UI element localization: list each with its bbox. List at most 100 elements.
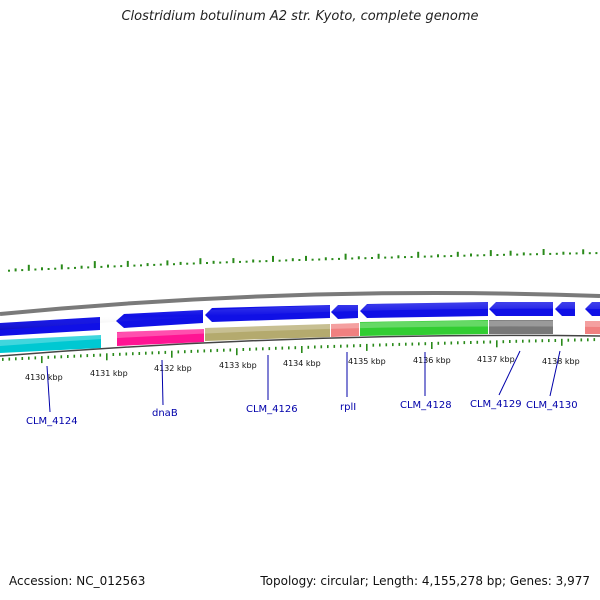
scale-tick [333, 344, 336, 348]
gc-mark [27, 264, 30, 271]
gc-mark [107, 264, 109, 268]
gc-mark [140, 264, 142, 267]
gc-mark [54, 267, 57, 270]
gc-mark [371, 257, 373, 259]
gc-mark [159, 263, 162, 266]
scale-tick [528, 339, 531, 343]
scale-tick [190, 349, 193, 353]
scale-tick [197, 349, 199, 353]
gc-mark [126, 260, 129, 267]
scale-tick [203, 349, 206, 353]
scale-tick [405, 342, 407, 346]
gene-label-dnab[interactable]: dnaB [152, 408, 178, 419]
scale-tick [275, 346, 277, 350]
map-title: Clostridium botulinum A2 str. Kyoto, com… [121, 9, 479, 24]
scale-label: 4131 kbp [90, 369, 128, 378]
gc-mark [93, 261, 96, 269]
gc-mark [166, 260, 169, 266]
scale-tick [327, 345, 329, 349]
feature-band-clm4126[interactable] [205, 324, 330, 341]
scale-tick [314, 345, 316, 349]
scale-tick [2, 357, 4, 361]
scale-tick [106, 353, 108, 361]
scale-ticks [2, 338, 596, 364]
scale-tick [255, 347, 258, 351]
scale-tick [158, 351, 160, 355]
gc-mark [509, 250, 512, 256]
gc-mark [80, 265, 83, 269]
feature-band-clm4130[interactable] [585, 321, 600, 334]
gc-mark [153, 263, 156, 266]
gc-mark [364, 257, 367, 260]
scale-tick [502, 340, 505, 344]
accession-text: Accession: NC_012563 [9, 574, 146, 588]
gc-mark [113, 265, 116, 268]
gc-mark [318, 258, 321, 261]
genome-summary-text: Topology: circular; Length: 4,155,278 bp… [260, 574, 590, 588]
scale-tick [457, 341, 459, 345]
scale-tick [431, 342, 433, 349]
scale-tick [301, 346, 303, 353]
gc-mark [14, 268, 17, 272]
scale-label: 4137 kbp [477, 355, 515, 364]
scale-tick [177, 350, 180, 354]
gc-mark [179, 261, 182, 265]
gc-mark [562, 251, 565, 255]
scale-tick [112, 353, 115, 356]
gc-mark [483, 254, 486, 257]
gc-mark [549, 252, 552, 255]
scale-tick [379, 343, 381, 347]
gene-label-rpli[interactable]: rplI [340, 402, 356, 413]
gene-label-clm4126[interactable]: CLM_4126 [246, 404, 298, 415]
feature-band-dnab[interactable] [117, 329, 204, 346]
gene-label-clm4124[interactable]: CLM_4124 [26, 416, 78, 427]
scale-tick [522, 339, 524, 343]
gene-label-clm4129[interactable]: CLM_4129 [470, 399, 522, 410]
scale-tick [548, 339, 550, 343]
scale-tick [554, 339, 557, 342]
gc-mark [173, 263, 175, 266]
feature-band-clm4128[interactable] [360, 320, 488, 336]
scale-tick [242, 348, 245, 351]
scale-tick [580, 338, 583, 342]
gene-label-clm4128[interactable]: CLM_4128 [400, 400, 452, 411]
scale-tick [320, 345, 323, 349]
gc-mark [239, 260, 241, 263]
scale-tick [268, 347, 271, 351]
scale-tick [216, 348, 219, 352]
scale-tick [93, 353, 95, 357]
gc-mark [60, 264, 63, 270]
scale-tick [80, 354, 82, 358]
scale-tick [41, 356, 43, 364]
gene-label-clm4130[interactable]: CLM_4130 [526, 400, 578, 411]
gc-mark [588, 252, 591, 255]
scale-tick [145, 351, 147, 355]
gc-mark [522, 252, 525, 256]
gc-mark [225, 261, 228, 264]
gc-mark [430, 255, 433, 258]
gc-mark [463, 254, 466, 257]
scale-label: 4138 kbp [542, 357, 580, 366]
gc-mark [555, 252, 558, 255]
gc-mark [489, 250, 492, 257]
gc-mark [450, 255, 453, 257]
scale-tick [67, 355, 69, 358]
feature-band-clm4129[interactable] [489, 320, 553, 334]
scale-tick [463, 341, 466, 345]
scale-tick [561, 338, 563, 346]
forward-strand-genes [0, 301, 600, 336]
gc-mark [186, 262, 189, 265]
gc-mark [338, 257, 340, 260]
gc-mark [437, 254, 439, 258]
gc-mark [34, 268, 37, 271]
scale-tick [476, 340, 479, 344]
gene-labels: CLM_4124 dnaB CLM_4126 rplI CLM_4128 CLM… [26, 399, 578, 427]
gc-mark [384, 256, 387, 259]
scale-tick [73, 354, 76, 358]
feature-band-rpli[interactable] [331, 323, 359, 337]
inner-ring [0, 334, 600, 357]
gc-mark [470, 253, 472, 257]
gc-mark [245, 260, 248, 263]
feature-band-clm4124[interactable] [0, 335, 101, 353]
scale-tick [307, 345, 310, 349]
